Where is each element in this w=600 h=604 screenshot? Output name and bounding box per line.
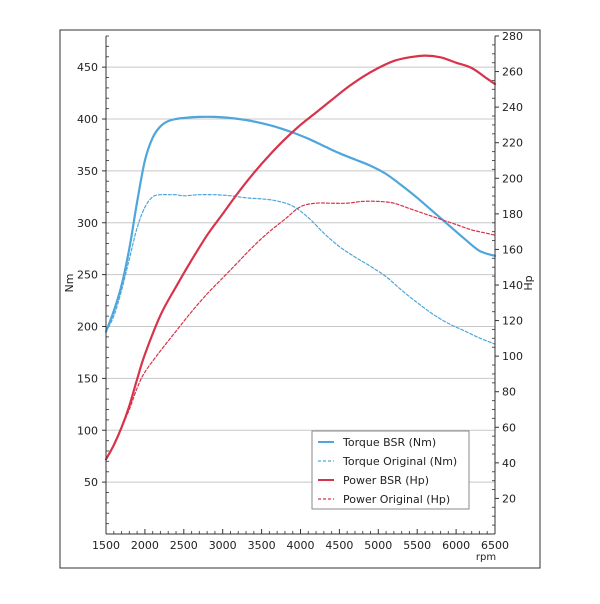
y-left-tick-label: 400 xyxy=(77,113,98,126)
legend-label-1: Torque Original (Nm) xyxy=(342,455,457,468)
x-tick-label: 1500 xyxy=(92,539,120,552)
y-left-tick-label: 150 xyxy=(77,372,98,385)
y-right-tick-label: 20 xyxy=(502,492,516,505)
legend-label-2: Power BSR (Hp) xyxy=(343,474,429,487)
x-tick-label: 5500 xyxy=(403,539,431,552)
y-left-axis-label: Nm xyxy=(63,274,76,293)
y-right-tick-label: 60 xyxy=(502,421,516,434)
x-tick-label: 2000 xyxy=(131,539,159,552)
y-right-tick-label: 200 xyxy=(502,172,523,185)
y-right-tick-label: 140 xyxy=(502,279,523,292)
y-right-tick-label: 260 xyxy=(502,66,523,79)
y-right-tick-label: 160 xyxy=(502,243,523,256)
y-right-tick-label: 100 xyxy=(502,350,523,363)
x-tick-label: 2500 xyxy=(170,539,198,552)
x-tick-label: 5000 xyxy=(364,539,392,552)
y-right-tick-label: 40 xyxy=(502,457,516,470)
x-tick-label: 6000 xyxy=(442,539,470,552)
series-line-1 xyxy=(105,193,496,345)
y-right-axis-label: Hp xyxy=(522,275,535,290)
x-tick-label: 3000 xyxy=(209,539,237,552)
gridlines xyxy=(106,66,495,483)
y-right-tick-label: 120 xyxy=(502,315,523,328)
legend-label-0: Torque BSR (Nm) xyxy=(342,436,436,449)
y-left-tick-label: 350 xyxy=(77,165,98,178)
y-right-tick-label: 220 xyxy=(502,137,523,150)
legend-label-3: Power Original (Hp) xyxy=(343,493,450,506)
y-right-tick-label: 240 xyxy=(502,101,523,114)
series-line-0 xyxy=(104,115,497,333)
y-left-tick-label: 300 xyxy=(77,217,98,230)
legend-box xyxy=(311,430,470,510)
y-left-tick-label: 250 xyxy=(77,269,98,282)
y-left-tick-label: 200 xyxy=(77,321,98,334)
legend: Torque BSR (Nm) Torque Original (Nm) Power… xyxy=(311,430,470,510)
x-axis-label: rpm xyxy=(476,552,496,563)
y-left-tick-label: 100 xyxy=(77,424,98,437)
x-tick-label: 4500 xyxy=(325,539,353,552)
y-left-tick-label: 450 xyxy=(77,61,98,74)
y-right-tick-label: 180 xyxy=(502,208,523,221)
y-left-tick-label: 50 xyxy=(84,476,98,489)
y-right-tick-label: 280 xyxy=(502,30,523,43)
series-line-2 xyxy=(104,54,497,461)
x-tick-label: 6500 xyxy=(481,539,509,552)
x-tick-label: 4000 xyxy=(287,539,315,552)
tick-labels: 50 100 150 200 250 300 350 400 450 20 40 60 80 100 120… xyxy=(77,30,523,552)
y-right-tick-label: 80 xyxy=(502,386,516,399)
series-line-3 xyxy=(105,200,496,460)
series-lines xyxy=(104,54,497,461)
x-tick-label: 3500 xyxy=(248,539,276,552)
